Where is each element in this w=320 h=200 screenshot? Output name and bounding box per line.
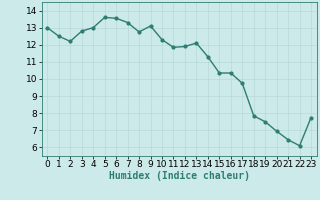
X-axis label: Humidex (Indice chaleur): Humidex (Indice chaleur) xyxy=(109,171,250,181)
